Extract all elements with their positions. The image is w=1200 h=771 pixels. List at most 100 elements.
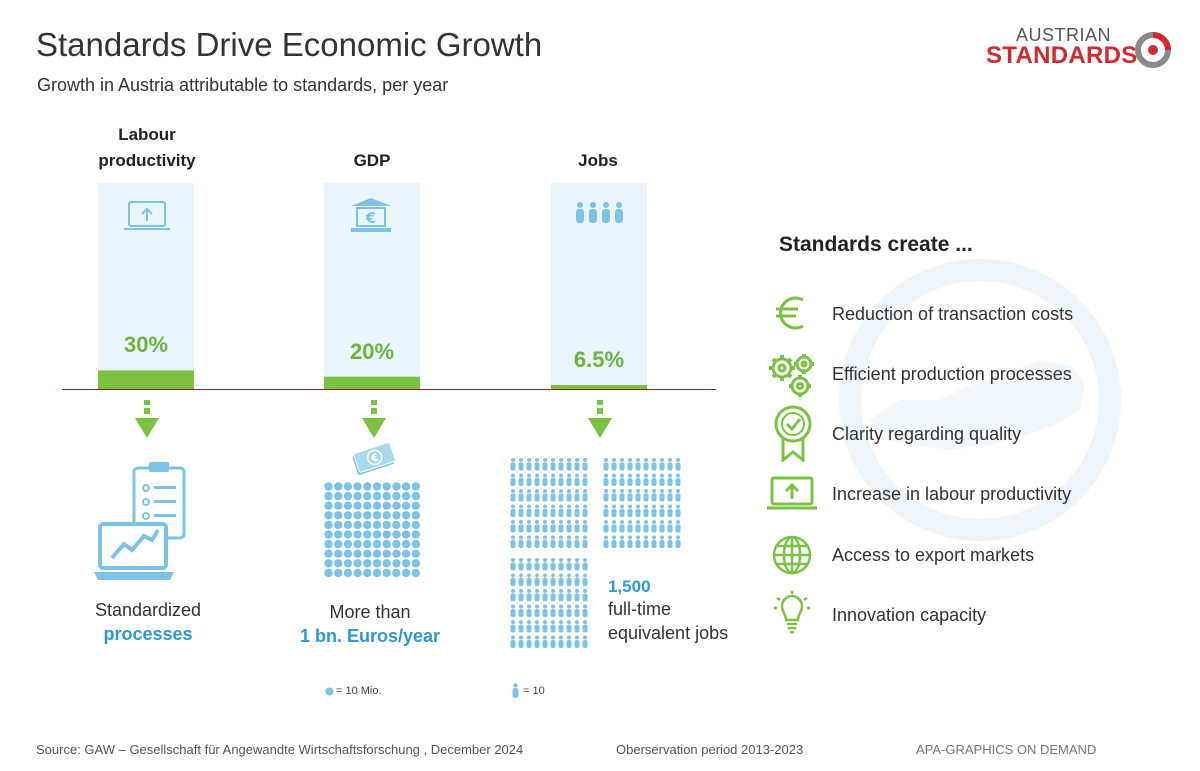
- page-title: Standards Drive Economic Growth: [36, 26, 543, 63]
- coin: [363, 520, 372, 530]
- person: [659, 504, 665, 517]
- coin: [343, 559, 353, 568]
- person: [566, 635, 572, 648]
- person: [550, 558, 556, 571]
- person: [550, 520, 556, 533]
- coin: [353, 482, 362, 491]
- person: [542, 473, 548, 486]
- person: [518, 573, 524, 586]
- person: [526, 635, 532, 648]
- person: [550, 473, 556, 486]
- person: [526, 489, 532, 502]
- coin: [382, 530, 391, 539]
- person: [574, 635, 580, 648]
- person: [675, 473, 681, 486]
- coin: [353, 501, 362, 510]
- person: [566, 589, 572, 602]
- person: [510, 620, 516, 633]
- person: [619, 473, 625, 486]
- person: [542, 620, 548, 633]
- person: [550, 504, 556, 517]
- person: [619, 458, 625, 471]
- person: [574, 504, 580, 517]
- person: [611, 504, 617, 517]
- person: [518, 535, 524, 548]
- person: [558, 604, 564, 617]
- person-legend-icon: [512, 683, 519, 698]
- coin: [392, 539, 401, 549]
- person: [566, 604, 572, 617]
- person: [558, 520, 564, 533]
- caption-jobs-count: 1,500: [608, 577, 651, 596]
- person: [558, 473, 564, 486]
- coin: [324, 491, 333, 501]
- person: [619, 535, 625, 548]
- benefit-label: Clarity regarding quality: [832, 424, 1022, 444]
- person: [667, 535, 673, 548]
- coin-legend-icon: [325, 687, 334, 696]
- coin: [411, 491, 420, 501]
- person: [582, 604, 588, 617]
- people-grid: [510, 458, 681, 648]
- person: [542, 458, 548, 471]
- person: [566, 520, 572, 533]
- coin: [334, 539, 343, 549]
- person: [558, 489, 564, 502]
- coin: [382, 491, 391, 501]
- person: [518, 504, 524, 517]
- person: [534, 604, 540, 617]
- person: [574, 589, 580, 602]
- coin: [343, 539, 353, 549]
- bar-labour-productivity: [98, 370, 194, 389]
- person: [667, 504, 673, 517]
- person: [619, 489, 625, 502]
- coin: [343, 520, 353, 530]
- coin: [334, 549, 343, 558]
- person: [675, 535, 681, 548]
- person: [574, 520, 580, 533]
- person: [651, 520, 657, 533]
- person: [550, 589, 556, 602]
- coin: [324, 501, 333, 510]
- coin: [353, 559, 362, 568]
- person: [566, 573, 572, 586]
- euro-icon: [776, 296, 804, 330]
- coin: [363, 491, 372, 501]
- coin: [363, 530, 372, 539]
- person: [558, 589, 564, 602]
- person: [611, 458, 617, 471]
- person: [566, 473, 572, 486]
- caption-standardized: Standardized: [94, 600, 202, 620]
- coin: [343, 511, 353, 520]
- person: [534, 558, 540, 571]
- person: [558, 558, 564, 571]
- value-label-labour-productivity: 30%: [123, 332, 169, 358]
- person: [627, 473, 633, 486]
- person: [574, 489, 580, 502]
- coin: [363, 482, 372, 491]
- caption-euros-per-year: 1 bn. Euros/year: [299, 626, 441, 646]
- person: [667, 520, 673, 533]
- benefits-title: Standards create ...: [779, 233, 973, 256]
- person: [542, 520, 548, 533]
- person: [526, 589, 532, 602]
- person: [643, 520, 649, 533]
- person: [659, 458, 665, 471]
- person: [526, 504, 532, 517]
- coin: [411, 539, 420, 549]
- person: [518, 604, 524, 617]
- person: [566, 620, 572, 633]
- person: [651, 458, 657, 471]
- coin: [401, 501, 411, 510]
- person: [510, 573, 516, 586]
- person: [574, 473, 580, 486]
- coin: [324, 520, 333, 530]
- coin: [382, 568, 391, 578]
- coin: [372, 539, 382, 549]
- coin: [401, 530, 411, 539]
- laptop-arrow-icon: [124, 201, 170, 230]
- person: [534, 520, 540, 533]
- austria-map-watermark: [839, 259, 1121, 541]
- coin: [382, 511, 391, 520]
- coin: [353, 539, 362, 549]
